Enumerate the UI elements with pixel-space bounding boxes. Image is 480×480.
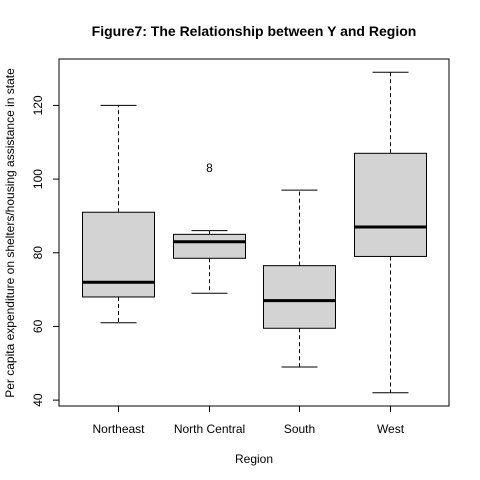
box-northeast	[82, 211, 155, 298]
x-tick-label: South	[284, 422, 315, 436]
box-north-central	[173, 233, 246, 259]
y-axis-label: Per capita expenditure on shelters/housi…	[3, 68, 17, 398]
y-tick-label: 120	[31, 95, 45, 115]
x-tick-label: Northeast	[92, 422, 145, 436]
box-west	[354, 152, 427, 257]
y-tick-label: 60	[31, 319, 45, 333]
y-tick-label: 80	[31, 246, 45, 260]
box-south	[263, 265, 336, 329]
x-tick-label: West	[377, 422, 405, 436]
chart-title: Figure7: The Relationship between Y and …	[92, 23, 417, 39]
y-tick-label: 40	[31, 393, 45, 407]
outlier-label: 8	[206, 161, 213, 175]
y-tick-label: 100	[31, 169, 45, 189]
plot-frame	[58, 58, 450, 407]
x-axis-label: Region	[235, 452, 273, 466]
x-tick-label: North Central	[174, 422, 245, 436]
